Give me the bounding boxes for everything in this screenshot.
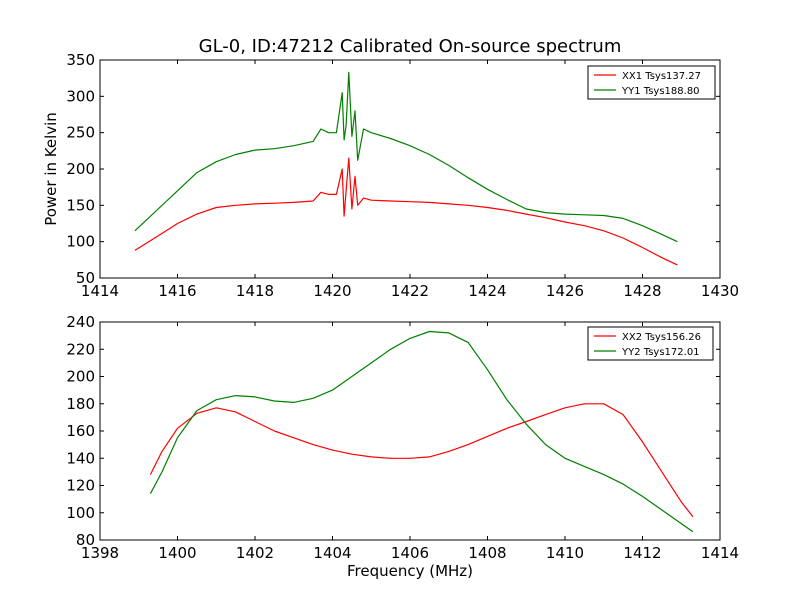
- y-tick-label: 80: [76, 531, 95, 549]
- y-tick-label: 100: [66, 504, 95, 522]
- x-tick-label: 1418: [236, 282, 274, 300]
- x-tick-label: 1406: [391, 544, 429, 562]
- y-tick-label: 350: [66, 51, 95, 69]
- y-tick-label: 200: [66, 160, 95, 178]
- chart-panel-2: 1398 1400 1402 1404 1406 1408 1410 1412 1414 80 10…: [66, 313, 739, 580]
- x-tick-label: 1426: [546, 282, 584, 300]
- legend-label: XX2 Tsys156.26: [622, 332, 701, 343]
- legend-label: YY2 Tsys172.01: [621, 347, 700, 358]
- y-tick-label: 150: [66, 196, 95, 214]
- legend: XX1 Tsys137.27 YY1 Tsys188.80: [587, 65, 716, 100]
- x-tick-label: 1428: [623, 282, 661, 300]
- legend-label: XX1 Tsys137.27: [622, 71, 701, 82]
- y-tick-label: 250: [66, 124, 95, 142]
- x-tick-label: 1398: [81, 544, 119, 562]
- series-line-yy1: [134, 71, 678, 243]
- x-tick-label: 1410: [546, 544, 584, 562]
- chart-panels: 1414 1416 1418 1420 1422 1424 1426 1428 1430 50 10…: [42, 51, 739, 580]
- legend-box: [587, 65, 716, 100]
- legend-box: [587, 326, 714, 361]
- series-line-yy2: [149, 330, 694, 533]
- x-tick-label: 1412: [623, 544, 661, 562]
- x-tick-label: 1408: [468, 544, 506, 562]
- y-tick-label: 140: [66, 449, 95, 467]
- series-line-xx2: [149, 403, 694, 518]
- y-tick-label: 100: [66, 233, 95, 251]
- y-tick-label: 300: [66, 87, 95, 105]
- y-tick-label: 160: [66, 422, 95, 440]
- y-tick-label: 240: [66, 313, 95, 331]
- x-axis-title: Frequency (MHz): [347, 562, 473, 580]
- x-tick-label: 1416: [158, 282, 196, 300]
- chart-panel-1: 1414 1416 1418 1420 1422 1424 1426 1428 1430 50 10…: [42, 51, 739, 300]
- x-tick-label: 1420: [313, 282, 351, 300]
- x-tick-label: 1414: [701, 544, 739, 562]
- y-tick-label: 50: [76, 269, 95, 287]
- y-axis-title: Power in Kelvin: [42, 112, 60, 226]
- y-tick-label: 200: [66, 368, 95, 386]
- y-tick-label: 180: [66, 395, 95, 413]
- x-tick-label: 1430: [701, 282, 739, 300]
- x-tick-label: 1402: [236, 544, 274, 562]
- x-tick-label: 1414: [81, 282, 119, 300]
- y-tick-label: 220: [66, 340, 95, 358]
- legend: XX2 Tsys156.26 YY2 Tsys172.01: [587, 326, 714, 361]
- x-tick-label: 1400: [158, 544, 196, 562]
- y-tick-label: 120: [66, 477, 95, 495]
- x-tick-label: 1404: [313, 544, 351, 562]
- legend-label: YY1 Tsys188.80: [621, 86, 700, 97]
- x-tick-label: 1422: [391, 282, 429, 300]
- series-line-xx1: [134, 157, 678, 266]
- x-tick-label: 1424: [468, 282, 506, 300]
- chart-title: GL-0, ID:47212 Calibrated On-source spec…: [199, 36, 622, 57]
